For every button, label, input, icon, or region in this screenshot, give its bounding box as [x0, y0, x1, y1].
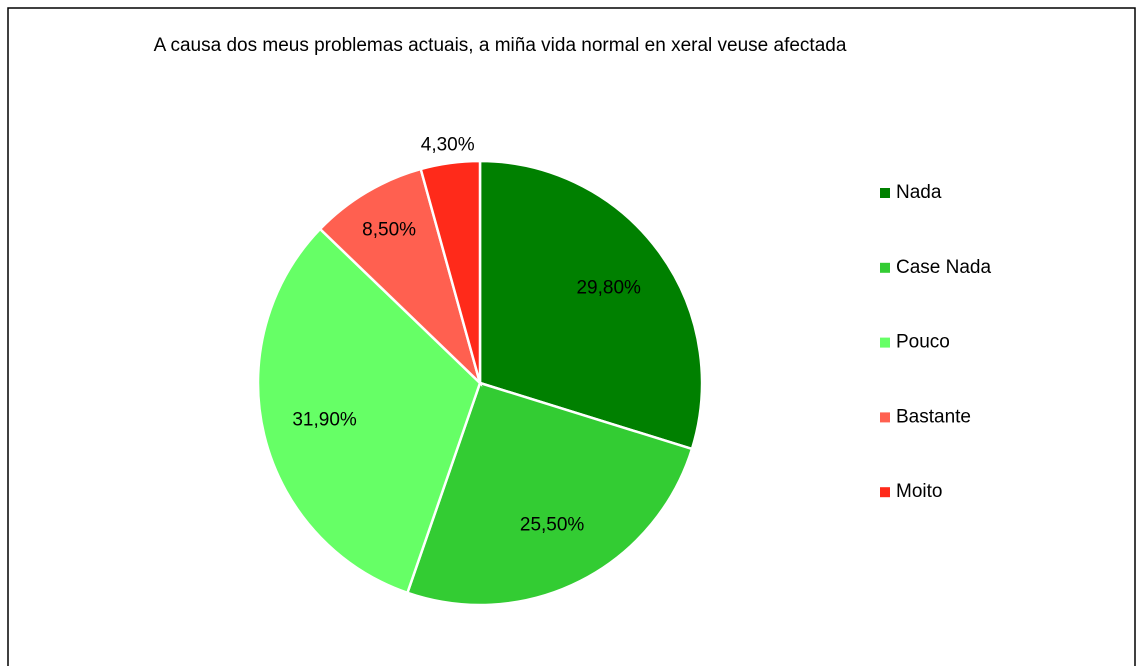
legend-swatch [880, 412, 890, 423]
legend-label: Moito [896, 481, 942, 502]
data-label: 31,90% [292, 409, 357, 430]
legend-swatch [880, 337, 890, 348]
pie-slice [256, 227, 482, 595]
legend-swatch [880, 487, 890, 498]
data-label: 4,30% [421, 134, 475, 155]
pie-slice [405, 381, 694, 607]
pie-slice [478, 159, 704, 451]
data-label: 29,80% [576, 277, 641, 298]
legend-swatch [880, 188, 890, 198]
data-label: 8,50% [362, 219, 416, 240]
pie-slice [419, 159, 482, 384]
legend-swatch [880, 262, 890, 273]
legend-label: Bastante [896, 406, 971, 427]
data-label: 25,50% [520, 515, 585, 536]
chart-title: A causa dos meus problemas actuais, a mi… [153, 35, 847, 56]
legend-label: Case Nada [896, 257, 991, 278]
pie-slice [318, 167, 483, 388]
legend-label: Nada [896, 182, 942, 203]
legend-label: Pouco [896, 332, 950, 353]
